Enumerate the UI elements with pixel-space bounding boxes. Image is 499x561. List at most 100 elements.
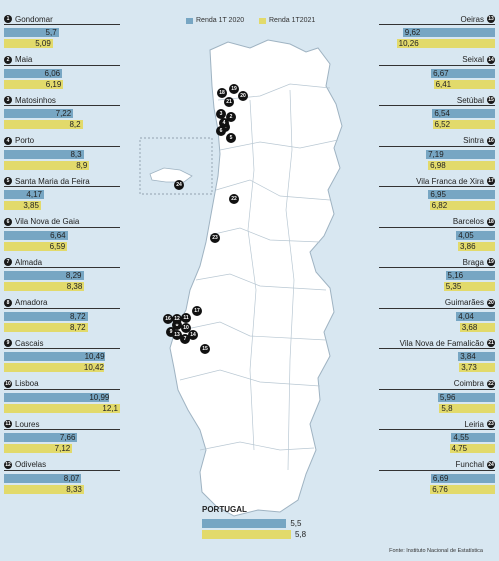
value-2021-15: 6,52 — [434, 120, 451, 129]
block-title-9: 9 Cascais — [4, 338, 43, 348]
map-marker-18: 18 — [217, 88, 227, 98]
municipality-name-1: Gondomar — [15, 14, 53, 24]
block-2: 2 Maia 6,06 6,19 — [2, 55, 122, 89]
block-underline-15 — [379, 105, 495, 106]
mainland-outline — [169, 39, 343, 517]
municipality-name-22: Coimbra — [453, 379, 484, 388]
value-2020-7: 8,29 — [65, 271, 82, 280]
block-title-11: 11 Loures — [4, 419, 39, 429]
bar-2020-19 — [445, 271, 495, 280]
bar-2020-20 — [456, 311, 495, 321]
value-2020-17: 6,95 — [430, 190, 446, 199]
municipality-name-3: Matosinhos — [15, 95, 56, 105]
bar-2020-13 — [402, 28, 495, 37]
value-2020-21: 3,84 — [460, 352, 476, 361]
bar-2020-9 — [4, 352, 105, 361]
value-2020-11: 7,66 — [59, 433, 76, 442]
bar-2020-6 — [4, 230, 68, 240]
block-14: 14 Seixal 6,67 6,41 — [377, 55, 497, 89]
value-2020-13: 9,62 — [404, 28, 421, 37]
bar-2020-1 — [4, 28, 59, 37]
block-title-14: 14 Seixal — [462, 55, 495, 65]
block-underline-9 — [4, 348, 120, 349]
block-22: 22 Coimbra 5,96 5,8 — [377, 379, 497, 413]
value-2021-13: 10,26 — [398, 39, 419, 48]
block-16: 16 Sintra 7,19 6,98 — [377, 136, 497, 170]
block-title-19: 19 Braga — [463, 257, 495, 267]
legend-2021: Renda 1T2021 — [259, 17, 315, 24]
block-number-24: 24 — [487, 460, 495, 469]
block-number-7: 7 — [4, 258, 12, 266]
bar-2021-9 — [4, 363, 104, 372]
legend-swatch-2021 — [259, 17, 266, 24]
block-underline-19 — [379, 267, 495, 268]
block-number-18: 18 — [487, 217, 495, 226]
map-marker-4: 4 — [219, 118, 229, 128]
bar-2021-11 — [4, 444, 73, 453]
map-marker-7: 7 — [180, 334, 190, 344]
value-2020-3: 7,22 — [55, 109, 72, 118]
block-23: 23 Leiria 4,55 4,75 — [377, 419, 497, 453]
municipality-name-19: Braga — [462, 257, 484, 267]
bar-2020-3 — [4, 109, 74, 118]
block-number-22: 22 — [487, 379, 495, 388]
value-2020-23: 4,55 — [453, 433, 469, 442]
map-marker-23: 23 — [210, 233, 220, 243]
block-underline-23 — [379, 429, 495, 430]
block-6: 6 Vila Nova de Gaia 6,64 6,59 — [2, 217, 122, 251]
block-number-15: 15 — [487, 96, 495, 104]
block-number-20: 20 — [487, 298, 495, 307]
value-2021-9: 10,42 — [83, 363, 104, 372]
value-2020-19: 5,16 — [447, 271, 464, 280]
block-underline-24 — [379, 469, 495, 471]
bar-2020-23 — [451, 433, 495, 442]
madeira-inset-frame — [139, 137, 213, 195]
bar-2020-14 — [431, 68, 495, 78]
value-2021-10: 12,1 — [102, 403, 118, 413]
bar-2020-10 — [4, 392, 110, 402]
bar-2021-3 — [4, 120, 83, 129]
value-2021-3: 8,2 — [69, 120, 81, 129]
value-2021-16: 6,98 — [430, 160, 446, 170]
value-2021-17: 6,82 — [431, 201, 448, 210]
value-2020-15: 6,54 — [434, 109, 450, 118]
value-2021-1: 5,09 — [35, 39, 51, 48]
value-2020-10: 10,99 — [89, 392, 110, 402]
value-2021-22: 5,8 — [441, 403, 453, 413]
source-note: Fonte: Instituto Nacional de Estatística — [389, 548, 483, 554]
portugal-value-2021: 5,8 — [294, 530, 307, 539]
bar-2021-8 — [4, 322, 88, 332]
block-title-3: 3 Matosinhos — [4, 95, 56, 105]
block-title-10: 10 Lisboa — [4, 379, 39, 389]
block-underline-12 — [4, 469, 120, 471]
bar-2020-2 — [4, 68, 63, 78]
map-marker-13: 13 — [172, 330, 182, 340]
bar-2020-15 — [432, 109, 495, 118]
bar-2021-15 — [432, 120, 495, 129]
municipality-name-4: Porto — [15, 136, 35, 145]
block-underline-22 — [379, 388, 495, 390]
block-title-24: 24 Funchal — [456, 460, 495, 470]
bar-2021-19 — [443, 282, 495, 291]
bar-2021-14 — [433, 79, 495, 89]
municipality-name-13: Oeiras — [460, 14, 484, 24]
value-2021-19: 5,35 — [445, 282, 462, 291]
block-underline-1 — [4, 24, 120, 25]
block-underline-6 — [4, 226, 120, 228]
bar-2020-7 — [4, 271, 84, 280]
municipality-name-20: Guimarães — [444, 298, 484, 307]
bar-2020-4 — [4, 149, 84, 159]
block-underline-14 — [379, 64, 495, 66]
block-title-18: 18 Barcelos — [453, 217, 495, 227]
portugal-bar-2020 — [202, 519, 287, 528]
block-number-4: 4 — [4, 136, 12, 145]
bar-2021-17 — [429, 201, 495, 210]
block-9: 9 Cascais 10,49 10,42 — [2, 338, 122, 372]
value-2020-14: 6,67 — [433, 68, 449, 78]
value-2021-8: 8,72 — [70, 322, 86, 332]
value-2021-20: 3,68 — [461, 322, 478, 332]
value-2021-4: 8,9 — [76, 160, 88, 170]
map-marker-21: 21 — [224, 97, 234, 107]
map-marker-15: 15 — [200, 344, 210, 354]
madeira-island — [149, 167, 193, 183]
